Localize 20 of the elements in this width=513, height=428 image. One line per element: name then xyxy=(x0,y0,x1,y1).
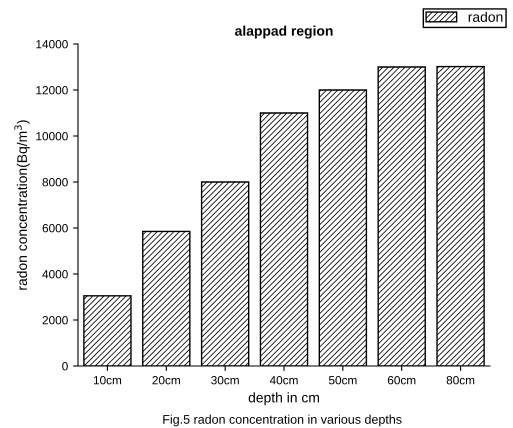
y-tick-label: 8000 xyxy=(42,178,68,186)
y-tick-label: 2000 xyxy=(42,316,68,324)
x-tick-label: 30cm xyxy=(211,376,239,384)
x-tick-label: 40cm xyxy=(270,376,298,384)
x-tick-label: 60cm xyxy=(388,376,416,384)
x-axis-title: depth in cm xyxy=(248,392,319,406)
y-tick-label: 6000 xyxy=(42,224,68,232)
y-tick-label: 10000 xyxy=(36,132,68,140)
legend-label: radon xyxy=(468,12,502,22)
caption: Fig.5 radon concentration in various depths xyxy=(163,414,402,426)
x-tick-label: 80cm xyxy=(446,376,474,384)
y-tick-label: 0 xyxy=(62,362,68,370)
x-tick-label: 10cm xyxy=(94,376,122,384)
x-tick-label: 20cm xyxy=(152,376,180,384)
y-axis-title: radon concentration(Bq/m$^{3}$) xyxy=(14,120,30,290)
y-tick-label: 12000 xyxy=(36,86,68,94)
y-tick-label: 14000 xyxy=(36,40,68,48)
y-tick-label: 4000 xyxy=(42,270,68,278)
chart-title: alappad region xyxy=(235,26,333,39)
x-tick-label: 50cm xyxy=(328,376,357,384)
